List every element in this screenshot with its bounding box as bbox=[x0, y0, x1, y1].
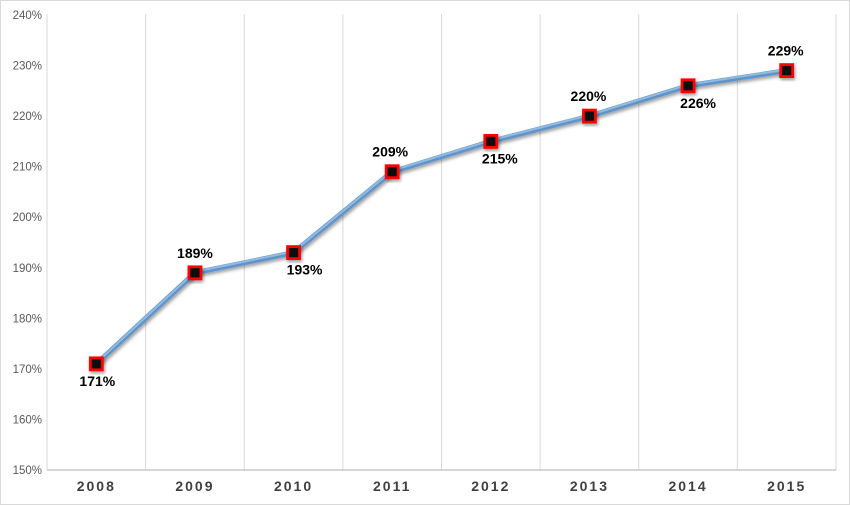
y-axis-tick-label: 150% bbox=[13, 465, 42, 477]
data-label: 193% bbox=[287, 262, 323, 278]
x-axis-tick-label: 2012 bbox=[471, 478, 510, 494]
y-axis-tick-label: 180% bbox=[13, 313, 42, 325]
series-line bbox=[93, 68, 790, 367]
data-label: 215% bbox=[482, 150, 518, 166]
data-point-marker bbox=[483, 133, 499, 149]
data-label: 209% bbox=[372, 144, 408, 160]
data-label: 189% bbox=[177, 245, 213, 261]
x-axis-tick-label: 2015 bbox=[767, 478, 806, 494]
data-label: 226% bbox=[680, 95, 716, 111]
x-axis-tick-label: 2014 bbox=[668, 478, 707, 494]
data-point-marker bbox=[779, 63, 795, 79]
y-axis-tick-label: 210% bbox=[13, 162, 42, 174]
x-axis-tick-label: 2009 bbox=[175, 478, 214, 494]
x-axis-tick-label: 2010 bbox=[274, 478, 313, 494]
data-label: 220% bbox=[571, 88, 607, 104]
data-point-marker bbox=[88, 356, 104, 372]
data-point-marker bbox=[582, 108, 597, 124]
data-label: 229% bbox=[768, 43, 804, 59]
y-axis-tick-label: 170% bbox=[13, 364, 42, 376]
data-point-marker bbox=[384, 164, 400, 180]
series-line-highlight bbox=[95, 68, 788, 364]
x-axis-tick-label: 2011 bbox=[373, 478, 411, 494]
y-axis-tick-label: 220% bbox=[13, 111, 42, 123]
data-point-marker bbox=[286, 245, 301, 261]
x-axis-tick-label: 2008 bbox=[77, 478, 116, 494]
data-point-marker bbox=[680, 78, 696, 94]
data-label: 171% bbox=[79, 373, 115, 389]
y-axis-tick-label: 200% bbox=[13, 212, 42, 224]
y-axis-tick-label: 230% bbox=[13, 61, 42, 73]
y-axis-tick-label: 190% bbox=[13, 263, 42, 275]
x-axis-tick-label: 2013 bbox=[570, 478, 609, 494]
data-point-marker bbox=[187, 265, 203, 281]
y-axis-tick-label: 160% bbox=[13, 414, 42, 426]
y-axis-tick-label: 240% bbox=[13, 10, 42, 22]
